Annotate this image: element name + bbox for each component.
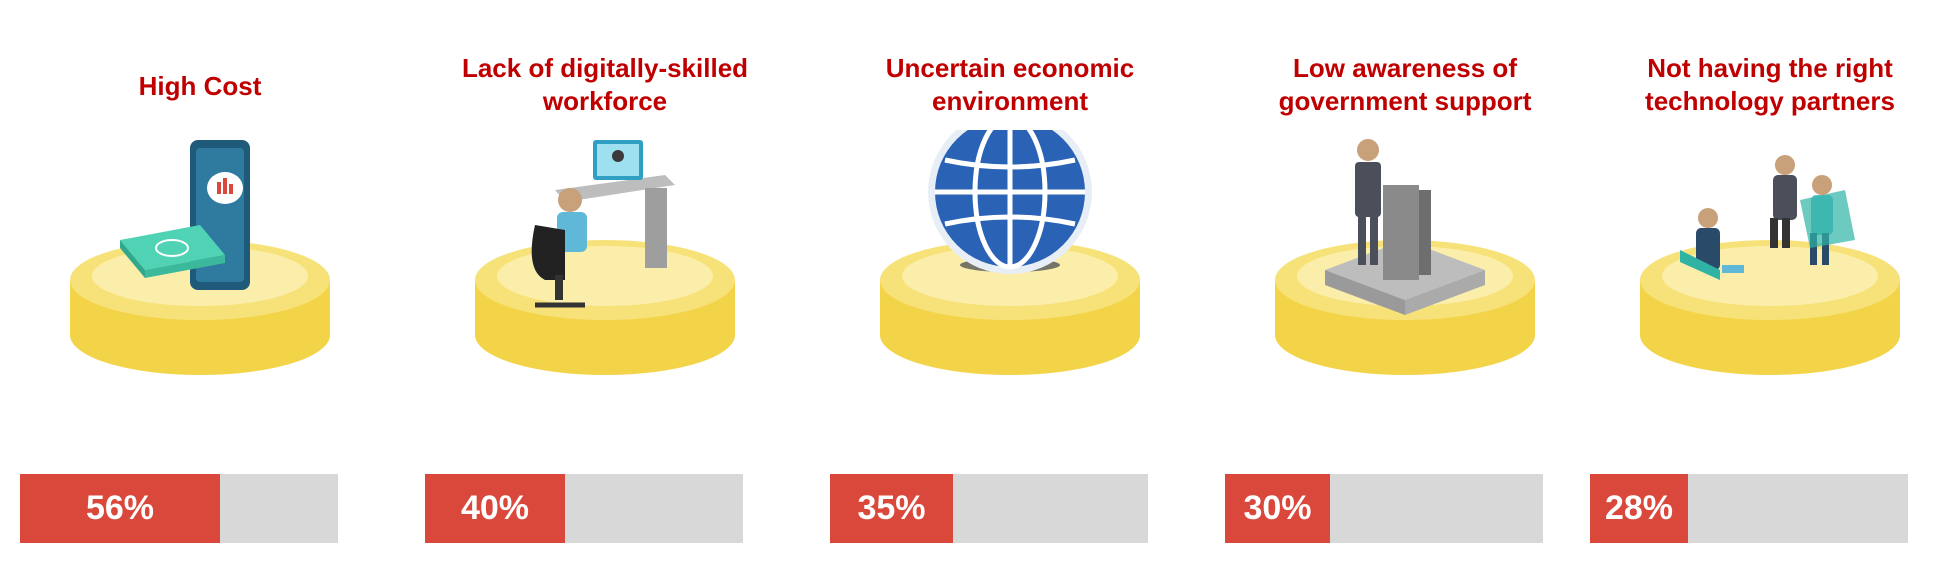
value-label: 28%: [1604, 489, 1674, 527]
value-label: 56%: [85, 489, 155, 527]
barrier-title: Low awareness of government support: [1225, 52, 1585, 118]
barrier-title-line: technology partners: [1645, 86, 1895, 116]
money-phone-icon: [70, 140, 330, 375]
barrier-title-line: High Cost: [138, 71, 262, 101]
value-bar-fill: [1590, 474, 1688, 543]
barrier-title-line: Lack of digitally-skilled: [461, 53, 749, 83]
barrier-title-line: government support: [1278, 86, 1532, 116]
value-bar-track: 35%: [830, 474, 1148, 543]
globe-icon: [880, 130, 1140, 375]
meeting-people-icon: [1640, 155, 1900, 375]
value-bar-track: 30%: [1225, 474, 1543, 543]
barrier-item-government-support: Low awareness of government support 30%: [1225, 0, 1585, 587]
barrier-item-high-cost: High Cost 56%: [20, 0, 380, 587]
barrier-title: Uncertain economic environment: [830, 52, 1190, 118]
barrier-title: Not having the right technology partners: [1590, 52, 1950, 118]
value-label: 35%: [857, 489, 926, 527]
barrier-item-technology-partners: Not having the right technology partners…: [1590, 0, 1950, 587]
value-bar-fill: [425, 474, 565, 543]
value-label: 40%: [460, 489, 530, 527]
desk-worker-icon: [475, 140, 735, 375]
speaker-podium-icon: [1275, 139, 1535, 375]
barrier-title-line: Low awareness of: [1293, 53, 1517, 83]
value-label: 30%: [1243, 489, 1312, 527]
barrier-item-economic: Uncertain economic environment 35%: [830, 0, 1190, 587]
barrier-title-line: Not having the right: [1647, 53, 1893, 83]
barrier-item-skilled-workforce: Lack of digitally-skilled workforce 40%: [425, 0, 785, 587]
barrier-title: High Cost: [20, 70, 380, 103]
value-bar-fill: [830, 474, 953, 543]
barrier-title: Lack of digitally-skilled workforce: [425, 52, 785, 118]
value-bar-track: 28%: [1590, 474, 1908, 543]
barrier-title-line: workforce: [542, 86, 668, 116]
barrier-title-line: Uncertain economic: [885, 53, 1135, 83]
value-bar-track: 56%: [20, 474, 338, 543]
value-bar-track: 40%: [425, 474, 743, 543]
value-bar-fill: [20, 474, 220, 543]
value-bar-fill: [1225, 474, 1330, 543]
barrier-title-line: environment: [931, 86, 1089, 116]
